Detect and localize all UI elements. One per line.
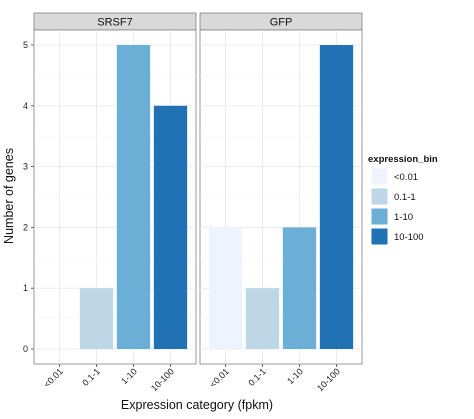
bar-srsf7-3 bbox=[153, 105, 188, 349]
y-axis-title: Number of genes bbox=[2, 148, 16, 244]
x-tick-label: 10-100 bbox=[315, 366, 342, 393]
bar-gfp-3 bbox=[319, 45, 354, 349]
facet-panels: SRSF7 <0.01 0.1-1 1-10 10-100 GFP <0.01 0.1-1 1-… bbox=[33, 12, 363, 393]
y-tick-label: 3 bbox=[23, 162, 28, 172]
y-tick-label: 4 bbox=[23, 101, 28, 111]
y-axis: 0 1 2 3 4 5 bbox=[23, 40, 34, 354]
x-tick-label: 1-10 bbox=[119, 366, 139, 386]
x-tick-label: 0.1-1 bbox=[246, 366, 268, 388]
x-tick-label: 1-10 bbox=[285, 366, 305, 386]
x-tick-label: <0.01 bbox=[42, 366, 65, 389]
legend-label: 10-100 bbox=[394, 232, 424, 243]
legend-label: <0.01 bbox=[394, 172, 418, 183]
x-axis-title: Expression category (fpkm) bbox=[121, 398, 273, 412]
bar-gfp-2 bbox=[282, 227, 317, 349]
y-tick-label: 0 bbox=[23, 344, 28, 354]
bar-gfp-0 bbox=[208, 227, 243, 349]
facet-panel-srsf7: SRSF7 <0.01 0.1-1 1-10 10-100 bbox=[33, 12, 197, 393]
legend-items: <0.01 0.1-1 1-10 10-100 bbox=[370, 167, 424, 246]
legend-swatch bbox=[370, 167, 389, 186]
legend-label: 1-10 bbox=[394, 212, 413, 223]
bar-srsf7-2 bbox=[116, 45, 151, 349]
x-tick-label: 0.1-1 bbox=[80, 366, 102, 388]
y-tick-label: 1 bbox=[23, 283, 28, 293]
legend-swatch bbox=[370, 187, 389, 206]
bar-srsf7-1 bbox=[79, 288, 114, 349]
x-tick-label: <0.01 bbox=[208, 366, 231, 389]
y-tick-label: 2 bbox=[23, 222, 28, 232]
legend-label: 0.1-1 bbox=[394, 192, 416, 203]
y-tick-label: 5 bbox=[23, 40, 28, 50]
facet-strip-label: GFP bbox=[270, 17, 293, 29]
legend-title: expression_bin bbox=[368, 154, 438, 165]
legend: expression_bin <0.01 0.1-1 1-10 10-100 bbox=[368, 154, 438, 246]
legend-swatch bbox=[370, 207, 389, 226]
legend-swatch bbox=[370, 227, 389, 246]
facet-panel-gfp: GFP <0.01 0.1-1 1-10 10-100 bbox=[199, 12, 363, 393]
facet-strip-label: SRSF7 bbox=[97, 17, 132, 29]
x-tick-label: 10-100 bbox=[149, 366, 176, 393]
bar-gfp-1 bbox=[245, 288, 280, 349]
